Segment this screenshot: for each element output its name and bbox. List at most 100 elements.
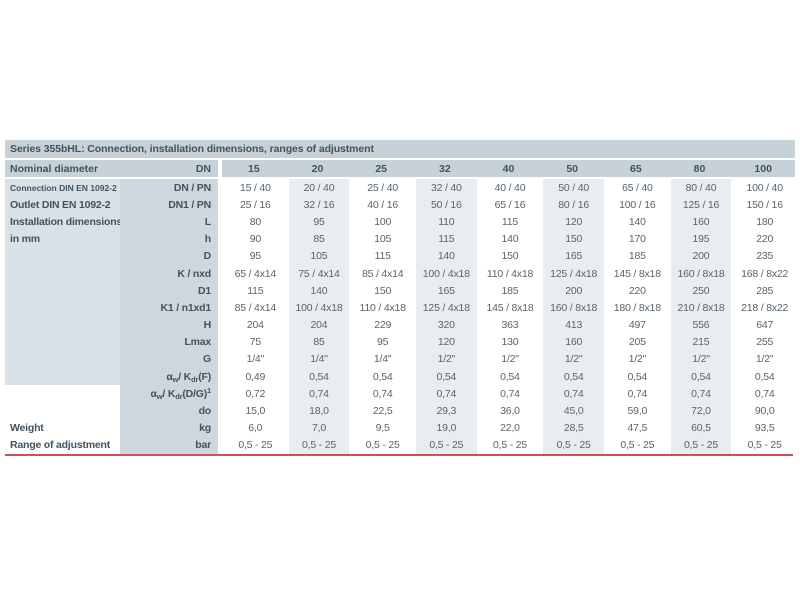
row-sublabel: DN1 / PN <box>120 196 218 214</box>
row-label: Connection DIN EN 1092-2 <box>5 179 120 197</box>
row-sublabel: K / nxd <box>120 264 218 283</box>
table-row: D 95 105 115 140 150 165 185 200 235 <box>5 247 795 265</box>
value-cell: 0,54 <box>349 368 413 386</box>
value-cell: 220 <box>604 282 668 300</box>
value-cell: 215 <box>667 333 732 351</box>
row-label: Weight <box>5 419 120 437</box>
header-unit: DN <box>195 162 211 175</box>
value-cell: 28,5 <box>540 419 604 437</box>
value-cell: 45,0 <box>540 402 604 420</box>
value-cell: 72,0 <box>667 402 732 420</box>
value-cell: 22,0 <box>476 419 541 437</box>
row-label <box>5 264 120 283</box>
row-label <box>5 299 120 317</box>
value-cell: 32 / 16 <box>285 196 350 214</box>
value-cell: 0,54 <box>667 368 732 386</box>
value-cell: 125 / 16 <box>667 196 732 214</box>
value-cell: 125 / 4x18 <box>413 299 477 317</box>
value-cell: 140 <box>604 213 668 231</box>
row-label <box>5 282 120 300</box>
table-row: Connection DIN EN 1092-2 DN / PN 15 / 40 20… <box>5 179 795 197</box>
row-sublabel: K1 / n1xd1 <box>120 299 218 317</box>
value-cell: 120 <box>540 213 604 231</box>
value-cell: 15 / 40 <box>222 179 286 197</box>
value-cell: 40 / 40 <box>476 179 541 197</box>
value-cell: 1/2" <box>667 350 732 369</box>
table-row: Installation dimensions L 80 95 100 110 115 120… <box>5 213 795 231</box>
value-cell: 29,3 <box>413 402 477 420</box>
value-cell: 0,5 - 25 <box>604 436 668 454</box>
value-cell: 180 <box>731 213 795 231</box>
row-gutter <box>218 160 222 177</box>
table-row: Lmax 75 85 95 120 130 160 205 215 255 <box>5 333 795 351</box>
value-cell: 40 / 16 <box>349 196 413 214</box>
value-cell: 18,0 <box>285 402 350 420</box>
value-cell: 0,5 - 25 <box>476 436 541 454</box>
value-cell: 95 <box>349 333 413 351</box>
row-sublabel: Lmax <box>120 333 218 351</box>
value-cell: 80 / 40 <box>667 179 732 197</box>
value-cell: 205 <box>604 333 668 351</box>
value-cell: 115 <box>476 213 541 231</box>
row-sublabel: bar <box>120 436 218 454</box>
value-cell: 0,5 - 25 <box>349 436 413 454</box>
row-label: Outlet DIN EN 1092-2 <box>5 196 120 214</box>
row-sublabel: H <box>120 316 218 334</box>
value-cell: 185 <box>476 282 541 300</box>
value-cell: 85 / 4x14 <box>222 299 286 317</box>
value-cell: 1/2" <box>413 350 477 369</box>
value-cell: 0,74 <box>667 385 732 403</box>
value-cell: 204 <box>222 316 286 334</box>
table-row: K / nxd 65 / 4x14 75 / 4x14 85 / 4x14 100 / … <box>5 264 795 283</box>
table-row: G 1/4" 1/4" 1/4" 1/2" 1/2" 1/2" 1/2" 1/2" 1/2" <box>5 350 795 369</box>
value-cell: 210 / 8x18 <box>667 299 732 317</box>
value-cell: 0,5 - 25 <box>222 436 286 454</box>
column-header: 65 <box>629 162 642 175</box>
value-cell: 160 <box>667 213 732 231</box>
column-header: 100 <box>754 162 772 175</box>
value-cell: 110 / 4x18 <box>349 299 413 317</box>
value-cell: 1/2" <box>604 350 668 369</box>
row-label <box>5 350 120 369</box>
value-cell: 150 <box>476 247 541 265</box>
table-body: Connection DIN EN 1092-2 DN / PN 15 / 40 20… <box>5 179 795 454</box>
value-cell: 65 / 4x14 <box>222 264 286 283</box>
value-cell: 105 <box>349 230 413 248</box>
value-cell: 0,74 <box>285 385 350 403</box>
row-gutter <box>218 282 222 300</box>
value-cell: 59,0 <box>604 402 668 420</box>
table-row: do 15,0 18,0 22,5 29,3 36,0 45,0 59,0 72,0 90,0 <box>5 402 795 420</box>
value-cell: 160 / 8x18 <box>667 264 732 283</box>
row-label: Range of adjustment <box>5 436 120 454</box>
value-cell: 0,5 - 25 <box>285 436 350 454</box>
value-cell: 200 <box>540 282 604 300</box>
value-cell: 0,5 - 25 <box>731 436 795 454</box>
value-cell: 22,5 <box>349 402 413 420</box>
row-gutter <box>218 385 222 403</box>
table-row: D1 115 140 150 165 185 200 220 250 285 <box>5 282 795 300</box>
value-cell: 160 <box>540 333 604 351</box>
row-gutter <box>218 179 222 197</box>
value-cell: 0,54 <box>604 368 668 386</box>
value-cell: 25 / 16 <box>222 196 286 214</box>
value-cell: 20 / 40 <box>285 179 350 197</box>
value-cell: 0,74 <box>413 385 477 403</box>
table-row: in mm h 90 85 105 115 140 150 170 195 220 <box>5 230 795 248</box>
row-sublabel: D1 <box>120 282 218 300</box>
value-cell: 115 <box>222 282 286 300</box>
value-cell: 150 / 16 <box>731 196 795 214</box>
value-cell: 65 / 40 <box>604 179 668 197</box>
value-cell: 100 / 4x18 <box>285 299 350 317</box>
value-cell: 363 <box>476 316 541 334</box>
value-cell: 100 / 4x18 <box>413 264 477 283</box>
value-cell: 0,54 <box>731 368 795 386</box>
value-cell: 85 / 4x14 <box>349 264 413 283</box>
row-sublabel: L <box>120 213 218 231</box>
value-cell: 165 <box>413 282 477 300</box>
value-cell: 1/4" <box>285 350 350 369</box>
value-cell: 6,0 <box>222 419 286 437</box>
row-gutter <box>218 436 222 454</box>
datasheet-table: Series 355bHL: Connection, installation … <box>5 140 795 456</box>
